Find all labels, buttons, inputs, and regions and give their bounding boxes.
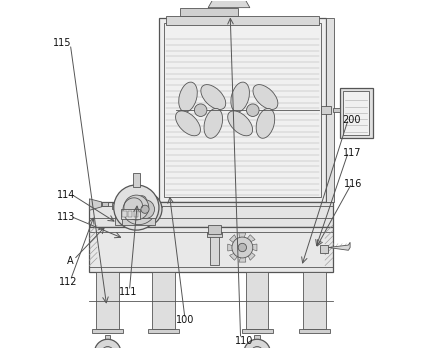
Text: 100: 100: [176, 315, 194, 325]
Polygon shape: [242, 244, 257, 251]
Bar: [180, 8, 238, 16]
Bar: [122, 211, 127, 217]
Circle shape: [246, 104, 259, 117]
Bar: [303, 272, 326, 329]
Bar: [326, 18, 334, 202]
Text: 116: 116: [344, 179, 362, 189]
Bar: [343, 91, 369, 134]
Text: 117: 117: [342, 148, 361, 158]
Bar: [210, 230, 219, 265]
Ellipse shape: [253, 84, 278, 110]
Circle shape: [238, 243, 246, 252]
Ellipse shape: [204, 109, 222, 138]
Circle shape: [194, 104, 207, 117]
Bar: [122, 218, 155, 225]
Bar: [321, 106, 331, 114]
Bar: [166, 16, 319, 25]
Text: 114: 114: [57, 190, 75, 200]
Bar: [92, 329, 124, 333]
Bar: [148, 329, 179, 333]
Bar: [242, 329, 273, 333]
Circle shape: [114, 185, 159, 230]
Text: 112: 112: [59, 276, 78, 287]
Text: 200: 200: [342, 114, 361, 125]
Bar: [116, 204, 125, 225]
Bar: [208, 225, 221, 233]
Polygon shape: [239, 247, 246, 262]
Polygon shape: [229, 249, 244, 260]
Circle shape: [244, 339, 270, 349]
Text: 110: 110: [235, 336, 253, 346]
Bar: [97, 272, 119, 329]
Text: A: A: [67, 256, 74, 266]
Bar: [320, 245, 328, 253]
Bar: [334, 108, 340, 112]
Ellipse shape: [256, 109, 275, 138]
Bar: [133, 211, 138, 217]
Circle shape: [137, 196, 147, 205]
Bar: [112, 203, 154, 209]
Bar: [120, 209, 140, 219]
Ellipse shape: [228, 111, 253, 136]
Circle shape: [102, 347, 113, 349]
Polygon shape: [89, 199, 101, 210]
Bar: [128, 211, 132, 217]
Bar: [164, 23, 321, 197]
Circle shape: [124, 195, 149, 220]
Ellipse shape: [175, 111, 200, 136]
Text: 115: 115: [53, 38, 71, 48]
Bar: [207, 232, 222, 237]
Bar: [299, 329, 330, 333]
Text: 113: 113: [57, 212, 75, 222]
Ellipse shape: [231, 82, 249, 112]
Circle shape: [94, 339, 121, 349]
Bar: [105, 335, 110, 339]
Circle shape: [136, 200, 155, 219]
Polygon shape: [328, 242, 350, 250]
Bar: [136, 195, 148, 206]
Polygon shape: [228, 244, 242, 251]
Bar: [152, 272, 175, 329]
Polygon shape: [229, 235, 241, 249]
Polygon shape: [208, 0, 250, 8]
Bar: [246, 272, 268, 329]
Bar: [133, 173, 140, 187]
Ellipse shape: [201, 84, 226, 110]
Bar: [159, 18, 326, 202]
Bar: [101, 202, 108, 207]
Polygon shape: [244, 246, 255, 260]
Bar: [340, 88, 373, 138]
Polygon shape: [239, 233, 246, 247]
Circle shape: [251, 347, 263, 349]
Bar: [254, 335, 260, 339]
Circle shape: [141, 205, 149, 213]
Ellipse shape: [179, 82, 197, 112]
Bar: [89, 227, 333, 272]
Circle shape: [232, 237, 253, 258]
Bar: [89, 202, 333, 227]
Circle shape: [128, 192, 162, 226]
Text: 111: 111: [118, 287, 137, 297]
Polygon shape: [241, 235, 255, 246]
